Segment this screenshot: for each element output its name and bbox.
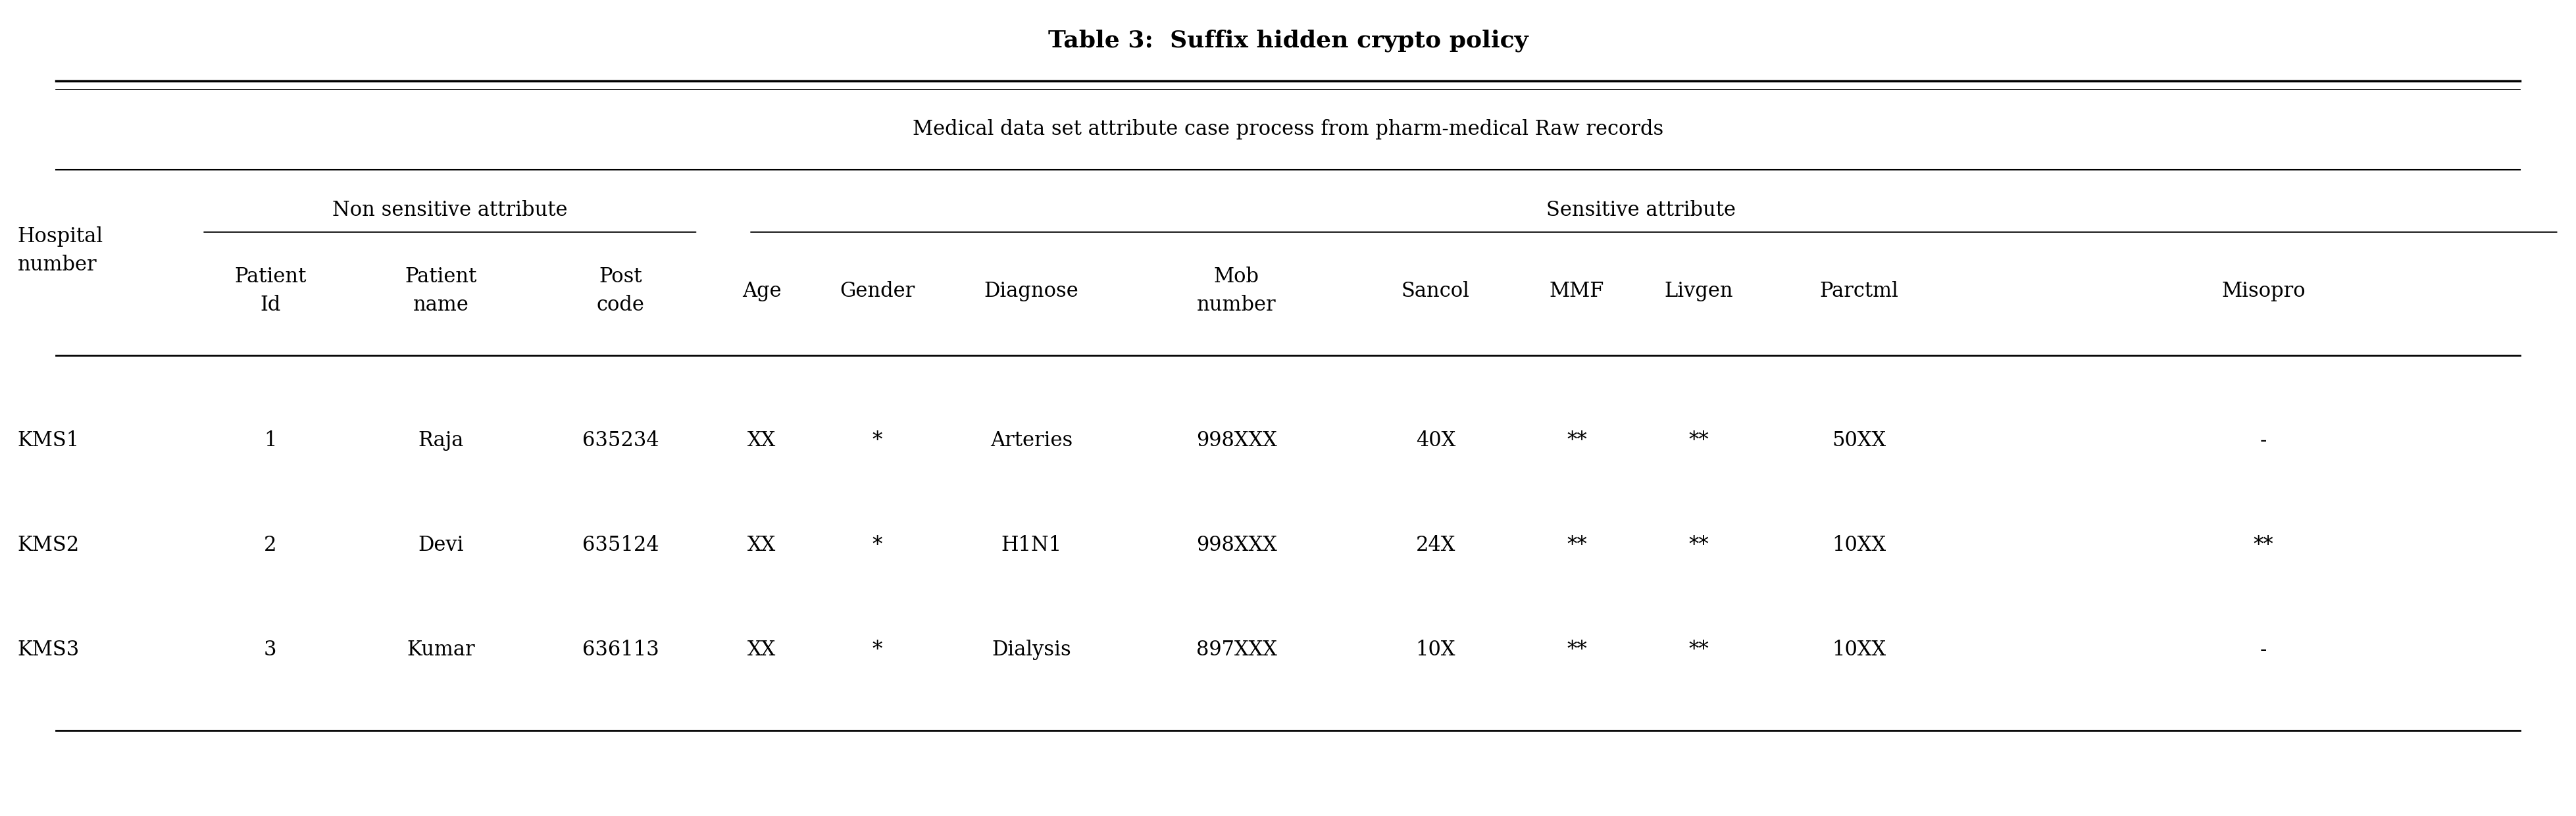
Text: Gender: Gender [840, 281, 914, 301]
Text: Age: Age [742, 281, 781, 301]
Text: **: ** [2254, 535, 2275, 556]
Text: XX: XX [747, 535, 775, 556]
Text: Devi: Devi [417, 535, 464, 556]
Text: 2: 2 [263, 535, 276, 556]
Text: 10XX: 10XX [1832, 535, 1886, 556]
Text: 998XXX: 998XXX [1195, 535, 1278, 556]
Text: *: * [873, 430, 884, 450]
Text: 10XX: 10XX [1832, 640, 1886, 660]
Text: **: ** [1690, 535, 1708, 556]
Text: Raja: Raja [417, 430, 464, 450]
Text: Parctml: Parctml [1819, 281, 1899, 301]
Text: Sensitive attribute: Sensitive attribute [1546, 200, 1736, 220]
Text: Diagnose: Diagnose [984, 281, 1079, 301]
Text: H1N1: H1N1 [1002, 535, 1061, 556]
Text: Patient
name: Patient name [404, 267, 477, 315]
Text: **: ** [1566, 430, 1587, 450]
Text: 40X: 40X [1417, 430, 1455, 450]
Text: **: ** [1690, 430, 1708, 450]
Text: Dialysis: Dialysis [992, 640, 1072, 660]
Text: Kumar: Kumar [407, 640, 474, 660]
Text: 636113: 636113 [582, 640, 659, 660]
Text: -: - [2259, 640, 2267, 660]
Text: MMF: MMF [1548, 281, 1605, 301]
Text: Patient
Id: Patient Id [234, 267, 307, 315]
Text: **: ** [1566, 535, 1587, 556]
Text: Livgen: Livgen [1664, 281, 1734, 301]
Text: Medical data set attribute case process from pharm-medical Raw records: Medical data set attribute case process … [912, 119, 1664, 140]
Text: KMS3: KMS3 [18, 640, 80, 660]
Text: 3: 3 [263, 640, 276, 660]
Text: *: * [873, 640, 884, 660]
Text: 24X: 24X [1417, 535, 1455, 556]
Text: 50XX: 50XX [1832, 430, 1886, 450]
Text: 897XXX: 897XXX [1195, 640, 1278, 660]
Text: XX: XX [747, 640, 775, 660]
Text: **: ** [1690, 640, 1708, 660]
Text: -: - [2259, 430, 2267, 450]
Text: 635124: 635124 [582, 535, 659, 556]
Text: Sancol: Sancol [1401, 281, 1471, 301]
Text: *: * [873, 535, 884, 556]
Text: 635234: 635234 [582, 430, 659, 450]
Text: **: ** [1566, 640, 1587, 660]
Text: KMS1: KMS1 [18, 430, 80, 450]
Text: 10X: 10X [1417, 640, 1455, 660]
Text: Arteries: Arteries [989, 430, 1072, 450]
Text: Misopro: Misopro [2221, 281, 2306, 301]
Text: Hospital
number: Hospital number [18, 226, 103, 275]
Text: Mob
number: Mob number [1198, 267, 1275, 315]
Text: Non sensitive attribute: Non sensitive attribute [332, 200, 567, 220]
Text: XX: XX [747, 430, 775, 450]
Text: Table 3:  Suffix hidden crypto policy: Table 3: Suffix hidden crypto policy [1048, 29, 1528, 52]
Text: 998XXX: 998XXX [1195, 430, 1278, 450]
Text: KMS2: KMS2 [18, 535, 80, 556]
Text: 1: 1 [263, 430, 276, 450]
Text: Post
code: Post code [598, 267, 644, 315]
